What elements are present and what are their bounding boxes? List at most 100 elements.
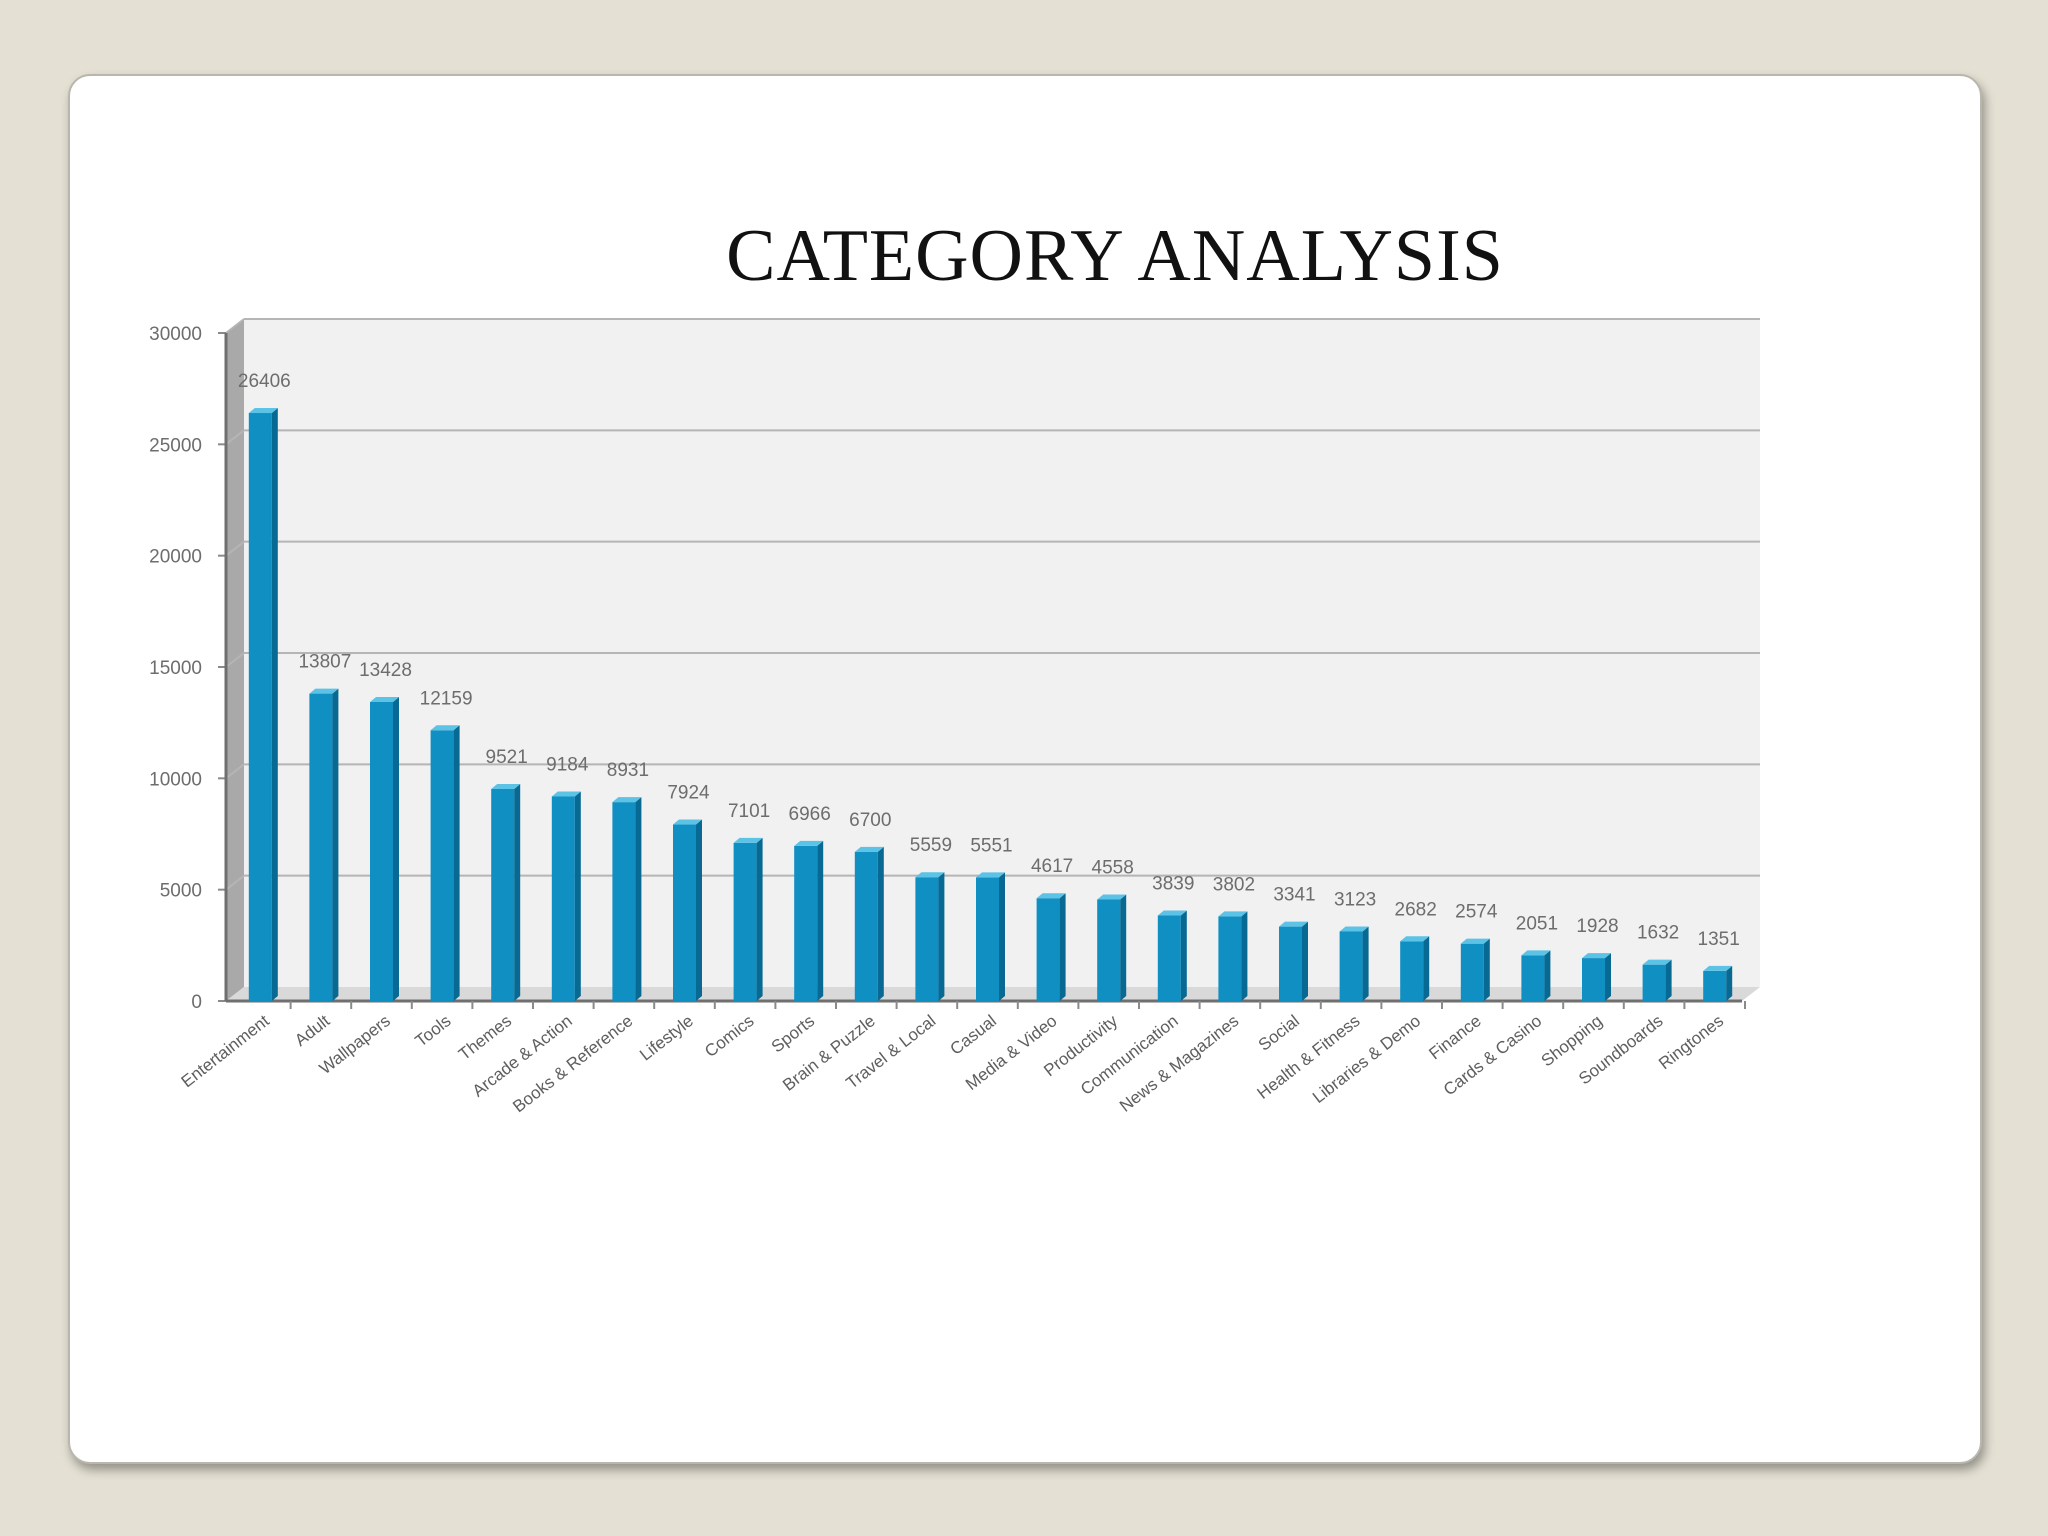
bar-side xyxy=(999,872,1005,1001)
bar xyxy=(733,842,757,1001)
bar-top xyxy=(976,872,1005,878)
bar xyxy=(612,802,636,1001)
bar xyxy=(1339,931,1363,1001)
bar xyxy=(248,413,272,1002)
bar xyxy=(1582,958,1605,1001)
data-label: 2574 xyxy=(1455,902,1498,923)
gridline-side xyxy=(225,874,245,891)
x-tick-label: Tools xyxy=(412,1011,455,1050)
bar-side xyxy=(1544,950,1551,1001)
bar-side xyxy=(574,791,581,1001)
bar xyxy=(1097,899,1121,1001)
bar xyxy=(976,877,999,1001)
bar-top xyxy=(491,783,521,789)
bar xyxy=(1400,941,1424,1001)
data-label: 13428 xyxy=(359,660,412,681)
bar-top xyxy=(1703,965,1733,971)
x-tick-label: Libraries & Demo xyxy=(1309,1011,1424,1107)
bar xyxy=(1218,916,1242,1001)
bar xyxy=(551,796,575,1001)
bar xyxy=(1521,955,1545,1001)
bar-top xyxy=(854,846,884,852)
bar-side xyxy=(271,408,278,1002)
data-label: 5559 xyxy=(910,835,952,856)
bar-top xyxy=(1279,921,1308,927)
y-tick-label: 25000 xyxy=(149,435,202,456)
bar-top xyxy=(1157,910,1187,916)
y-tick-label: 30000 xyxy=(149,324,202,345)
x-tick-label: Social xyxy=(1255,1011,1303,1054)
bar xyxy=(1157,915,1181,1001)
data-label: 3802 xyxy=(1213,874,1255,895)
bar xyxy=(673,824,696,1001)
bar xyxy=(1460,943,1484,1001)
bar-side xyxy=(514,783,521,1001)
data-label: 26406 xyxy=(238,371,291,392)
bar-top xyxy=(673,819,702,825)
bar-top xyxy=(248,408,278,414)
data-label: 5551 xyxy=(970,835,1012,856)
y-tick-label: 15000 xyxy=(149,658,202,679)
bar-top xyxy=(1400,936,1430,942)
bar-top xyxy=(1339,926,1369,932)
data-label: 3341 xyxy=(1273,885,1315,906)
bar-side xyxy=(938,872,945,1001)
bar-side xyxy=(1180,910,1187,1001)
bar-top xyxy=(794,840,824,846)
x-tick-label: Comics xyxy=(701,1011,757,1061)
bar-side xyxy=(1423,936,1430,1001)
gridline-side xyxy=(225,540,245,557)
gridline-side xyxy=(225,318,245,334)
bar-top xyxy=(1582,953,1611,959)
bar-side xyxy=(1362,926,1369,1001)
bar-side xyxy=(1605,953,1611,1001)
bar-top xyxy=(1460,938,1490,944)
data-label: 1928 xyxy=(1576,916,1618,937)
bar xyxy=(1703,970,1727,1001)
bar xyxy=(1642,964,1666,1001)
data-label: 3123 xyxy=(1334,889,1376,910)
bar xyxy=(491,788,515,1001)
x-tick-label: Sports xyxy=(768,1011,818,1056)
bar-top xyxy=(1036,893,1066,899)
gridline-side xyxy=(225,652,245,668)
bar-top xyxy=(1521,950,1551,956)
bar-side xyxy=(453,725,460,1001)
bar xyxy=(915,877,939,1001)
bar-side xyxy=(696,819,702,1001)
bar-side xyxy=(1483,938,1490,1001)
data-label: 7924 xyxy=(667,783,710,804)
y-tick-label: 20000 xyxy=(149,547,202,568)
data-label: 2051 xyxy=(1516,913,1558,934)
y-tick-label: 10000 xyxy=(149,769,202,790)
bar-side xyxy=(1241,911,1248,1001)
bar xyxy=(370,702,393,1001)
bar-side xyxy=(1302,921,1308,1001)
data-label: 4617 xyxy=(1031,856,1073,877)
bar-top xyxy=(309,688,339,694)
bar-top xyxy=(1218,911,1248,917)
bar-side xyxy=(393,697,399,1001)
y-tick-label: 5000 xyxy=(160,881,202,902)
bar-side xyxy=(1726,965,1733,1001)
data-label: 4558 xyxy=(1092,858,1134,879)
bar-side xyxy=(635,797,642,1001)
bar-top xyxy=(612,797,642,803)
bar xyxy=(1036,898,1060,1001)
bar-side xyxy=(877,846,884,1001)
x-tick-label: Ringtones xyxy=(1655,1011,1727,1073)
data-label: 6700 xyxy=(849,810,891,831)
data-label: 9184 xyxy=(546,755,589,776)
bar xyxy=(430,730,454,1001)
bar-side xyxy=(1120,894,1127,1001)
bar-side xyxy=(332,688,339,1001)
bar-top xyxy=(370,697,399,703)
x-tick-label: Adult xyxy=(291,1011,333,1050)
data-label: 9521 xyxy=(486,747,528,768)
bar xyxy=(854,851,878,1001)
bar xyxy=(309,693,333,1001)
bar xyxy=(794,845,818,1001)
gridline-side xyxy=(225,429,245,446)
data-label: 3839 xyxy=(1152,874,1194,895)
